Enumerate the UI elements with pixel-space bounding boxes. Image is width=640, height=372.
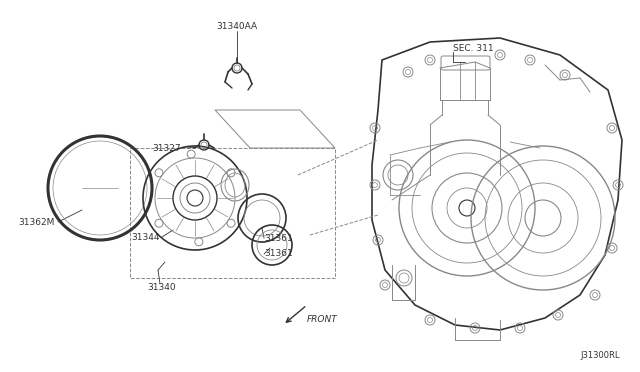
Text: 31361: 31361 — [264, 250, 292, 259]
Text: 31340AA: 31340AA — [216, 22, 257, 31]
FancyBboxPatch shape — [441, 56, 490, 70]
Text: 31340: 31340 — [148, 283, 176, 292]
Text: FRONT: FRONT — [307, 315, 338, 324]
Text: J31300RL: J31300RL — [580, 352, 620, 360]
Text: 31362M: 31362M — [19, 218, 55, 227]
Text: 31344: 31344 — [131, 232, 160, 241]
Text: SEC. 311: SEC. 311 — [453, 44, 493, 52]
Text: 31327: 31327 — [152, 144, 181, 153]
Polygon shape — [372, 38, 622, 330]
Text: 31361: 31361 — [264, 234, 292, 243]
